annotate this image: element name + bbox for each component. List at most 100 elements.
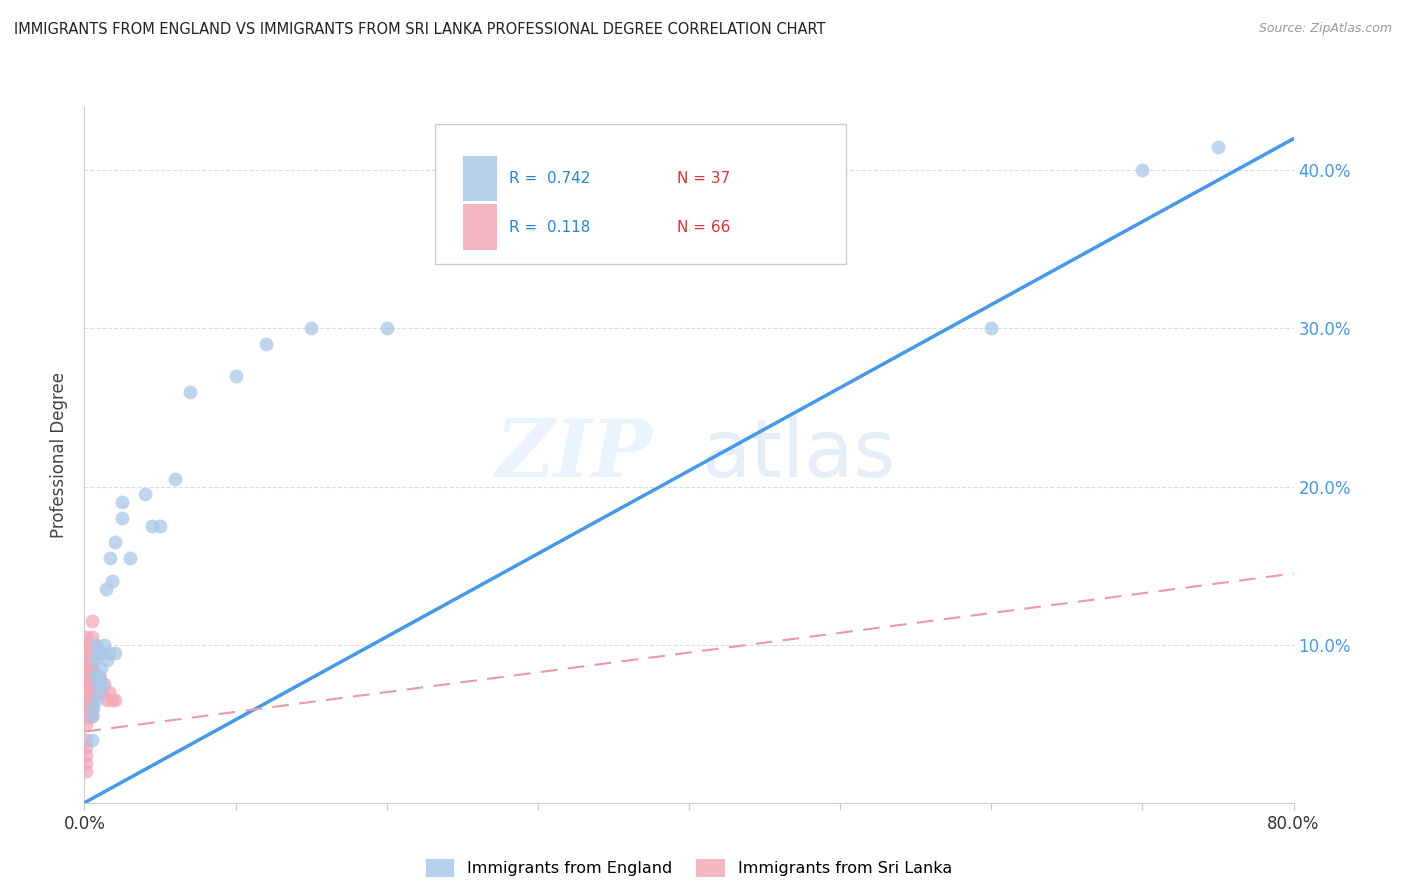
Point xyxy=(80,653,103,667)
Point xyxy=(299,321,322,335)
Point xyxy=(75,630,97,644)
Point xyxy=(76,661,98,675)
Point xyxy=(87,646,110,660)
Point xyxy=(111,511,134,525)
Point xyxy=(111,495,134,509)
Point xyxy=(80,708,103,723)
Point xyxy=(75,653,97,667)
Point xyxy=(75,764,97,779)
Point xyxy=(100,693,122,707)
Point xyxy=(75,756,97,771)
Point xyxy=(75,646,97,660)
Point xyxy=(75,669,97,683)
Point xyxy=(87,685,110,699)
Point xyxy=(80,614,103,628)
Point xyxy=(254,337,277,351)
Point xyxy=(76,708,98,723)
Point xyxy=(75,693,97,707)
Point xyxy=(77,685,100,699)
Point xyxy=(91,677,114,691)
Point xyxy=(77,708,100,723)
Point xyxy=(1206,139,1229,153)
Point xyxy=(79,661,101,675)
Point xyxy=(93,638,115,652)
Point xyxy=(80,638,103,652)
Point xyxy=(82,701,104,715)
Point xyxy=(80,630,103,644)
Point xyxy=(90,646,112,660)
Point xyxy=(86,669,108,683)
Point xyxy=(89,685,111,699)
Point xyxy=(76,677,98,691)
Point xyxy=(89,669,111,683)
Point xyxy=(96,653,118,667)
Bar xyxy=(463,204,496,250)
Point xyxy=(76,669,98,683)
Text: N = 37: N = 37 xyxy=(676,170,730,186)
Point xyxy=(84,653,107,667)
Point xyxy=(91,685,114,699)
Point xyxy=(80,693,103,707)
Point xyxy=(75,685,97,699)
Point xyxy=(375,321,398,335)
Point xyxy=(80,669,103,683)
Point xyxy=(77,669,100,683)
Point xyxy=(118,550,141,565)
Point xyxy=(104,693,127,707)
Text: R =  0.742: R = 0.742 xyxy=(509,170,591,186)
Point xyxy=(80,685,103,699)
Legend: Immigrants from England, Immigrants from Sri Lanka: Immigrants from England, Immigrants from… xyxy=(418,851,960,885)
Text: R =  0.118: R = 0.118 xyxy=(509,219,591,235)
Point xyxy=(134,487,156,501)
Point xyxy=(75,740,97,755)
Point xyxy=(80,677,103,691)
Point xyxy=(75,661,97,675)
Point xyxy=(77,701,100,715)
Point xyxy=(80,646,103,660)
Point xyxy=(76,685,98,699)
Y-axis label: Professional Degree: Professional Degree xyxy=(51,372,69,538)
Point xyxy=(90,661,112,675)
Point xyxy=(93,677,115,691)
Point xyxy=(104,646,127,660)
Point xyxy=(75,677,97,691)
Point xyxy=(86,693,108,707)
Point xyxy=(100,574,122,589)
Point xyxy=(75,716,97,731)
Point xyxy=(79,708,101,723)
Point xyxy=(76,693,98,707)
Point xyxy=(87,677,110,691)
Point xyxy=(96,693,118,707)
Text: ZIP: ZIP xyxy=(496,417,652,493)
Point xyxy=(80,661,103,675)
Point xyxy=(75,732,97,747)
Point xyxy=(165,472,187,486)
Point xyxy=(79,677,101,691)
Point xyxy=(84,685,107,699)
Text: N = 66: N = 66 xyxy=(676,219,730,235)
Point xyxy=(82,669,104,683)
Point xyxy=(97,685,120,699)
Point xyxy=(179,384,201,399)
Point xyxy=(75,748,97,763)
Point xyxy=(75,677,97,691)
Point xyxy=(84,669,107,683)
Point xyxy=(980,321,1002,335)
Bar xyxy=(463,155,496,201)
Point xyxy=(82,685,104,699)
Point xyxy=(80,701,103,715)
Point xyxy=(75,653,97,667)
Point xyxy=(84,669,107,683)
Point xyxy=(1130,163,1153,178)
Point xyxy=(80,732,103,747)
Point xyxy=(141,519,163,533)
Point xyxy=(79,693,101,707)
Point xyxy=(77,677,100,691)
Point xyxy=(89,685,111,699)
Point xyxy=(79,701,101,715)
Point xyxy=(94,582,117,597)
Point xyxy=(80,708,103,723)
Point xyxy=(79,685,101,699)
Point xyxy=(149,519,172,533)
Point xyxy=(225,368,247,383)
